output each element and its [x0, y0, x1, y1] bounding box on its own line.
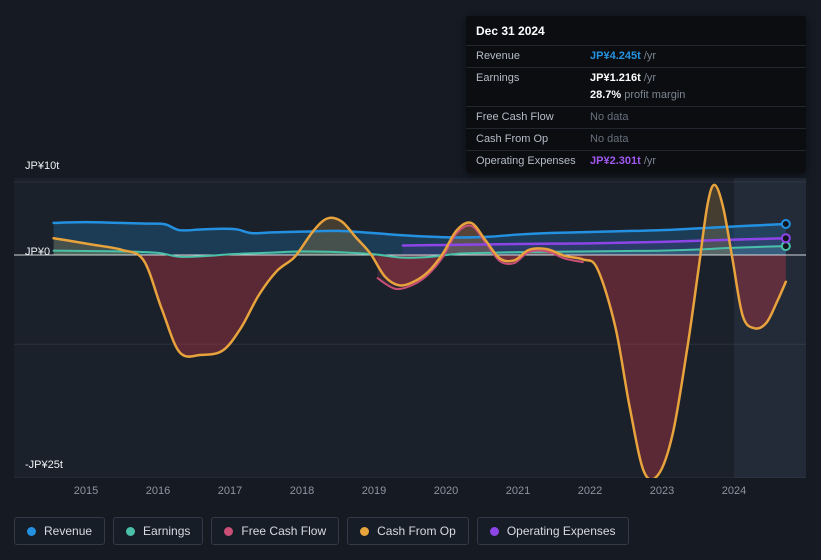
- tooltip-row-label: Revenue: [476, 50, 521, 62]
- tooltip-row-value: JP¥1.216t /yr 28.7% profit margin: [590, 72, 796, 102]
- x-axis-tick-2015: 2015: [73, 485, 99, 497]
- x-axis-tick-2016: 2016: [145, 485, 171, 497]
- legend-dot-icon: [224, 526, 234, 536]
- tooltip-row-subvalue: 28.7% profit margin: [590, 89, 686, 101]
- x-axis-tick-2024: 2024: [721, 485, 747, 497]
- x-axis-tick-2021: 2021: [505, 485, 531, 497]
- legend-dot-icon: [126, 526, 136, 536]
- legend-item-free-cash-flow[interactable]: Free Cash Flow: [211, 517, 340, 545]
- tooltip-row-label: Free Cash Flow: [476, 111, 554, 123]
- chart-plot[interactable]: [14, 178, 806, 481]
- tooltip-row-label: Operating Expenses: [476, 155, 576, 167]
- legend-item-label: Free Cash Flow: [241, 524, 327, 538]
- tooltip-row: Free Cash Flow No data: [466, 106, 806, 128]
- tooltip-rows: Revenue JP¥4.245t /yr Earnings JP¥1.216t /y…: [466, 45, 806, 172]
- y-axis-label-bottom: -JP¥25t: [25, 459, 63, 471]
- tooltip-row: Operating Expenses JP¥2.301t /yr: [466, 150, 806, 172]
- tooltip-row-value: JP¥4.245t /yr: [590, 50, 657, 62]
- tooltip-row: Revenue JP¥4.245t /yr: [466, 45, 806, 67]
- legend-dot-icon: [360, 526, 370, 536]
- tooltip-row-value: No data: [590, 111, 629, 123]
- tooltip-row-label: Earnings: [476, 72, 520, 84]
- tooltip-row-value: No data: [590, 133, 629, 145]
- legend-dot-icon: [27, 526, 36, 536]
- tooltip-row-value: JP¥2.301t /yr: [590, 155, 657, 167]
- legend-item-revenue[interactable]: Revenue: [14, 517, 106, 545]
- tooltip-row: Earnings JP¥1.216t /yr 28.7% profit margin: [466, 67, 806, 106]
- y-axis-label-zero: JP¥0: [25, 246, 51, 258]
- legend-item-label: Cash From Op: [377, 524, 456, 538]
- x-axis-tick-2020: 2020: [433, 485, 459, 497]
- legend: Revenue Earnings Free Cash Flow Cash From O…: [14, 517, 629, 545]
- tooltip: Dec 31 2024 Revenue JP¥4.245t /yr Earnings…: [466, 16, 806, 173]
- legend-item-label: Operating Expenses: [506, 524, 616, 538]
- legend-item-earnings[interactable]: Earnings: [113, 517, 204, 545]
- x-axis-tick-2017: 2017: [217, 485, 243, 497]
- legend-item-operating-expenses[interactable]: Operating Expenses: [476, 517, 629, 545]
- tooltip-date: Dec 31 2024: [476, 24, 545, 38]
- legend-dot-icon: [489, 526, 499, 536]
- x-axis-tick-2019: 2019: [361, 485, 387, 497]
- legend-item-label: Revenue: [44, 524, 93, 538]
- y-axis-label-top: JP¥10t: [25, 160, 60, 172]
- x-axis-tick-2023: 2023: [649, 485, 675, 497]
- tooltip-row-label: Cash From Op: [476, 133, 549, 145]
- legend-item-cash-from-op[interactable]: Cash From Op: [347, 517, 469, 545]
- x-axis-labels: 2015 2016 2017 2018 2019 2020 2021 2022 2023 2024: [14, 485, 806, 499]
- x-axis-tick-2018: 2018: [289, 485, 315, 497]
- legend-item-label: Earnings: [143, 524, 191, 538]
- x-axis-tick-2022: 2022: [577, 485, 603, 497]
- tooltip-row: Cash From Op No data: [466, 128, 806, 150]
